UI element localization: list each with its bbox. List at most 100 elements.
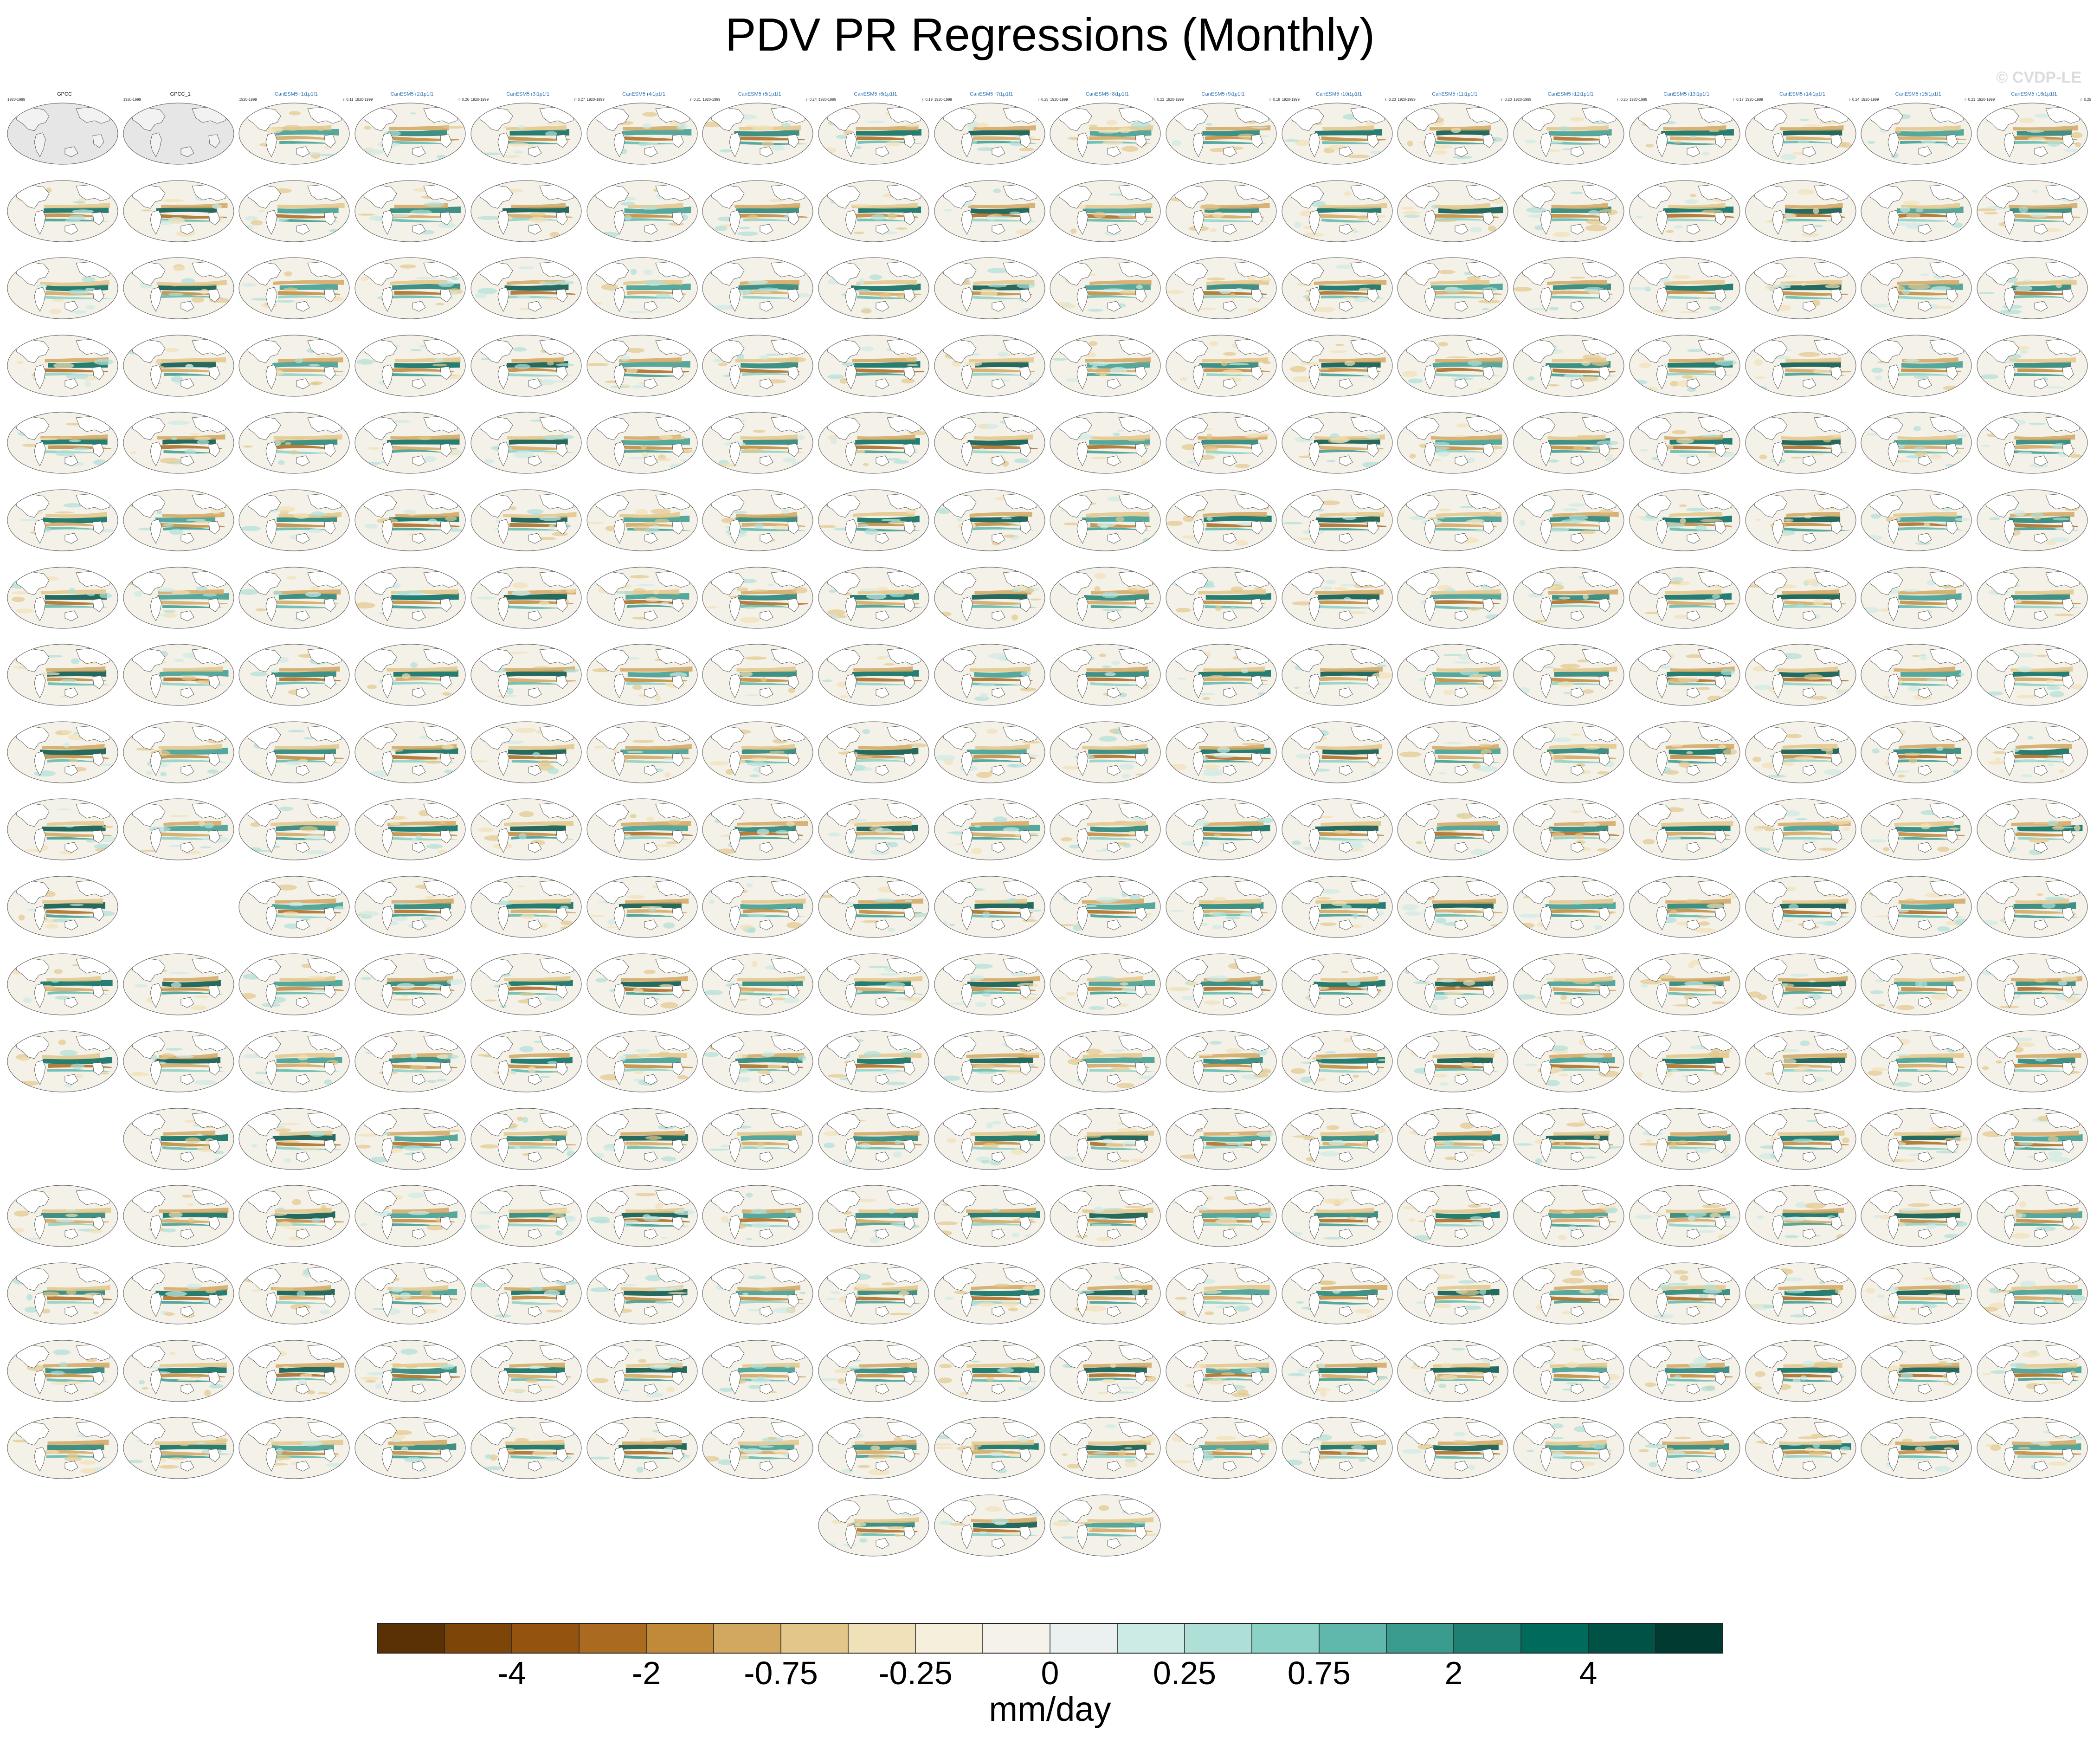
map-panel [470,168,586,246]
regression-map [7,1340,118,1402]
map-panel [1281,555,1397,632]
regression-map [818,721,929,783]
panel-years: 1920-1999 [586,97,605,102]
regression-map [1513,103,1624,165]
map-panel [1281,632,1397,709]
regression-map [1397,1030,1508,1092]
map-panel [1281,1405,1397,1482]
regression-map [238,103,350,165]
regression-map [1282,721,1393,783]
map-panel [470,710,586,787]
map-panel [1976,1405,2092,1482]
regression-map [7,721,118,783]
regression-map [7,1185,118,1247]
regression-map [354,721,466,783]
map-panel [238,323,354,400]
regression-map [238,644,350,706]
regression-map [1745,412,1856,474]
colorbar [377,1623,1723,1654]
map-panel [122,1405,238,1482]
panel-title: CanESM5 r3i1p1f1 [506,91,550,97]
regression-map [123,1185,234,1247]
regression-map [7,953,118,1015]
regression-map [354,1262,466,1325]
regression-map [1282,180,1393,242]
regression-map [1629,257,1740,319]
map-panel [934,168,1050,246]
map-panel [1397,168,1513,246]
map-panel [238,1405,354,1482]
map-panel [1165,1251,1281,1328]
regression-map [123,489,234,551]
regression-map [1166,180,1277,242]
regression-map [1745,953,1856,1015]
map-panel [1860,246,1976,323]
map-panel [354,1019,470,1096]
map-panel [1049,942,1165,1019]
map-panel [1513,400,1629,477]
regression-map [470,876,582,938]
map-panel [354,1251,470,1328]
map-panel [1049,1173,1165,1250]
regression-map [470,953,582,1015]
regression-map [470,1108,582,1170]
regression-map [702,1417,813,1479]
map-panel [6,710,122,787]
regression-map [586,953,697,1015]
colorbar-swatch [1185,1623,1252,1654]
map-panel [702,942,818,1019]
regression-map [586,1340,697,1402]
panel-correlation: r=0.25 [1037,97,1049,102]
regression-map [702,644,813,706]
regression-map [1166,876,1277,938]
regression-map [1050,953,1161,1015]
map-panel: CanESM5 r6i1p1f1 1920-1999 r=0.19 [818,91,934,168]
regression-map [818,1262,929,1325]
map-panel [1165,1173,1281,1250]
regression-map [1282,1340,1393,1402]
regression-map [7,567,118,629]
regression-map [1050,1185,1161,1247]
regression-map [7,257,118,319]
colorbar-swatch [1117,1623,1185,1654]
regression-map [934,644,1045,706]
map-panel [1860,1328,1976,1405]
regression-map [1397,1417,1508,1479]
regression-map [934,257,1045,319]
map-panel [1513,323,1629,400]
map-panel [1976,1019,2092,1096]
regression-map [1745,1417,1856,1479]
regression-map [1513,644,1624,706]
map-panel: CanESM5 r8i1p1f1 1920-1999 r=0.22 [1049,91,1165,168]
regression-map [1166,257,1277,319]
panel-correlation: r=0.27 [574,97,585,102]
regression-map [1629,1417,1740,1479]
map-panel: CanESM5 r2i1p1f1 1920-1999 r=0.26 [354,91,470,168]
regression-map [1745,103,1856,165]
panel-correlation: r=0.26 [458,97,470,102]
map-panel [1745,168,1861,246]
map-panel [1976,555,2092,632]
map-panel [6,478,122,555]
regression-map [1861,1185,1972,1247]
map-panel [702,1405,818,1482]
map-panel [122,710,238,787]
regression-map [1861,798,1972,860]
map-panel [934,1096,1050,1173]
regression-map [1166,1185,1277,1247]
regression-map [818,335,929,397]
colorbar-swatch [1588,1623,1656,1654]
map-panel [1976,400,2092,477]
panel-title: CanESM5 r7i1p1f1 [970,91,1013,97]
map-panel [122,1096,238,1173]
map-panel [1745,942,1861,1019]
colorbar-frame [377,1623,1723,1654]
map-panel [1629,1251,1745,1328]
map-panel [818,1173,934,1250]
regression-map [1166,103,1277,165]
map-panel [1281,1019,1397,1096]
map-panel [238,246,354,323]
regression-map [1050,1108,1161,1170]
regression-map [1282,1030,1393,1092]
regression-map [818,257,929,319]
